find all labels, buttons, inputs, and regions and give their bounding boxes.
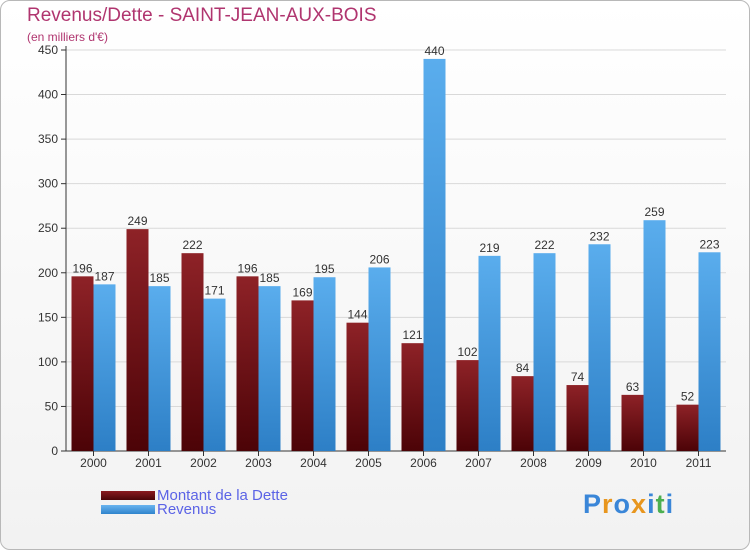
- logo-letter: r: [602, 489, 614, 519]
- data-label-revenus-2010: 259: [644, 205, 664, 219]
- legend-swatch-dette: [101, 491, 155, 500]
- data-label-dette-2010: 63: [626, 380, 640, 394]
- data-label-revenus-2003: 185: [259, 271, 279, 285]
- bar-dette-2006: [401, 343, 424, 451]
- x-tick-label-2009: 2009: [575, 456, 602, 470]
- data-label-dette-2005: 144: [347, 308, 367, 322]
- data-label-revenus-2001: 185: [149, 271, 169, 285]
- legend-swatch-revenus: [101, 505, 155, 514]
- y-tick-label-200: 200: [38, 266, 58, 280]
- bar-dette-2007: [456, 360, 479, 451]
- x-tick-label-2006: 2006: [410, 456, 437, 470]
- logo-letter: i: [665, 489, 675, 519]
- data-label-revenus-2007: 219: [479, 241, 499, 255]
- data-label-dette-2011: 52: [681, 390, 695, 404]
- x-tick-label-2008: 2008: [520, 456, 547, 470]
- bar-dette-2005: [346, 322, 369, 451]
- x-tick-label-2004: 2004: [300, 456, 327, 470]
- data-label-dette-2009: 74: [571, 370, 585, 384]
- data-label-revenus-2005: 206: [369, 252, 389, 266]
- bar-revenus-2005: [368, 267, 391, 451]
- data-label-dette-2007: 102: [457, 345, 477, 359]
- proxiti-logo: Proxiti: [583, 489, 674, 520]
- bar-revenus-2007: [478, 255, 501, 451]
- y-tick-label-150: 150: [38, 310, 58, 324]
- bar-dette-2003: [236, 276, 259, 451]
- logo-letter: P: [583, 489, 603, 519]
- x-tick-label-2001: 2001: [135, 456, 162, 470]
- legend-label-revenus: Revenus: [157, 501, 217, 518]
- bar-dette-2002: [181, 253, 204, 451]
- x-tick-label-2010: 2010: [630, 456, 657, 470]
- y-tick-label-400: 400: [38, 88, 58, 102]
- bar-revenus-2004: [313, 277, 336, 451]
- bar-dette-2011: [676, 404, 699, 451]
- data-label-revenus-2004: 195: [314, 262, 334, 276]
- logo-letter: i: [647, 489, 656, 519]
- x-tick-label-2003: 2003: [245, 456, 272, 470]
- bar-chart: 0501001502002503003504004502000196187200…: [38, 43, 726, 470]
- data-label-revenus-2006: 440: [424, 44, 444, 58]
- x-tick-label-2007: 2007: [465, 456, 492, 470]
- data-label-dette-2002: 222: [182, 238, 202, 252]
- data-label-dette-2006: 121: [402, 328, 422, 342]
- x-tick-label-2002: 2002: [190, 456, 217, 470]
- bar-revenus-2000: [93, 284, 116, 451]
- logo-letter: t: [655, 489, 666, 519]
- data-label-revenus-2008: 222: [534, 238, 554, 252]
- data-label-dette-2008: 84: [516, 361, 530, 375]
- y-tick-label-350: 350: [38, 132, 58, 146]
- data-label-revenus-2000: 187: [94, 269, 114, 283]
- bar-revenus-2003: [258, 286, 281, 451]
- bar-dette-2001: [126, 229, 149, 451]
- data-label-revenus-2011: 223: [699, 237, 719, 251]
- y-tick-label-100: 100: [38, 355, 58, 369]
- bar-revenus-2008: [533, 253, 556, 451]
- y-tick-label-0: 0: [51, 444, 58, 458]
- y-tick-label-50: 50: [45, 399, 59, 413]
- bar-revenus-2001: [148, 286, 171, 451]
- data-label-dette-2000: 196: [72, 261, 92, 275]
- logo-letter: o: [613, 489, 632, 519]
- data-label-dette-2001: 249: [127, 214, 147, 228]
- data-label-revenus-2002: 171: [204, 284, 224, 298]
- bar-revenus-2010: [643, 220, 666, 451]
- bar-revenus-2011: [698, 252, 721, 451]
- chart-title: Revenus/Dette - SAINT-JEAN-AUX-BOIS: [27, 5, 377, 26]
- y-tick-label-250: 250: [38, 221, 58, 235]
- bar-dette-2009: [566, 385, 589, 451]
- bar-dette-2004: [291, 300, 314, 451]
- bar-dette-2008: [511, 376, 534, 451]
- bar-revenus-2002: [203, 298, 226, 451]
- y-tick-label-450: 450: [38, 43, 58, 57]
- data-label-revenus-2009: 232: [589, 229, 609, 243]
- bar-revenus-2009: [588, 244, 611, 451]
- logo-letter: x: [631, 489, 648, 519]
- data-label-dette-2004: 169: [292, 285, 312, 299]
- data-label-dette-2003: 196: [237, 261, 257, 275]
- x-tick-label-2011: 2011: [686, 456, 712, 470]
- chart-subtitle: (en milliers d'€): [27, 30, 108, 44]
- bar-dette-2010: [621, 394, 644, 451]
- y-tick-label-300: 300: [38, 177, 58, 191]
- x-tick-label-2005: 2005: [355, 456, 382, 470]
- bar-revenus-2006: [423, 58, 446, 452]
- bar-dette-2000: [71, 276, 94, 451]
- x-tick-label-2000: 2000: [80, 456, 107, 470]
- legend-label-dette: Montant de la Dette: [157, 487, 288, 504]
